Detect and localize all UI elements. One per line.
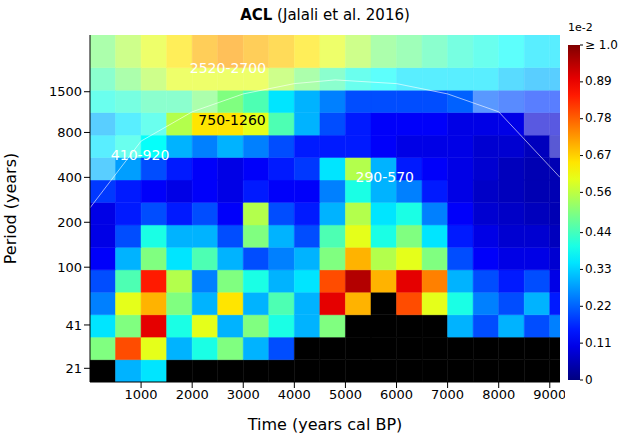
svg-text:Time (years cal BP): Time (years cal BP) — [247, 415, 403, 434]
svg-text:0: 0 — [585, 373, 593, 387]
svg-text:Period (years): Period (years) — [1, 153, 20, 265]
svg-text:4000: 4000 — [278, 387, 311, 402]
svg-text:6000: 6000 — [380, 387, 413, 402]
svg-text:≥ 1.0: ≥ 1.0 — [585, 38, 618, 52]
svg-text:3000: 3000 — [227, 387, 260, 402]
svg-text:0.11: 0.11 — [585, 336, 612, 350]
svg-text:1e-2: 1e-2 — [568, 21, 593, 34]
svg-text:21: 21 — [65, 361, 82, 376]
svg-text:100: 100 — [57, 260, 82, 275]
svg-text:410-920: 410-920 — [111, 147, 170, 163]
svg-text:0.89: 0.89 — [585, 74, 612, 88]
svg-text:0.44: 0.44 — [585, 225, 612, 239]
svg-text:800: 800 — [57, 125, 82, 140]
svg-text:2000: 2000 — [176, 387, 209, 402]
svg-text:41: 41 — [65, 318, 82, 333]
svg-text:1500: 1500 — [49, 84, 82, 99]
svg-text:290-570: 290-570 — [356, 169, 415, 185]
svg-text:5000: 5000 — [329, 387, 362, 402]
svg-text:0.33: 0.33 — [585, 262, 612, 276]
svg-text:0.56: 0.56 — [585, 185, 612, 199]
svg-text:7000: 7000 — [431, 387, 464, 402]
svg-text:1000: 1000 — [125, 387, 158, 402]
svg-text:200: 200 — [57, 215, 82, 230]
svg-text:0.78: 0.78 — [585, 111, 612, 125]
svg-text:0.67: 0.67 — [585, 148, 612, 162]
svg-text:8000: 8000 — [482, 387, 515, 402]
svg-text:9000: 9000 — [533, 387, 565, 402]
svg-text:750-1260: 750-1260 — [198, 112, 265, 128]
html-text:ACL (Jalali et al. 2016): ACL (Jalali et al. 2016) — [240, 6, 410, 24]
svg-text:0.22: 0.22 — [585, 299, 612, 313]
svg-text:2520-2700: 2520-2700 — [190, 60, 266, 76]
svg-text:400: 400 — [57, 170, 82, 185]
